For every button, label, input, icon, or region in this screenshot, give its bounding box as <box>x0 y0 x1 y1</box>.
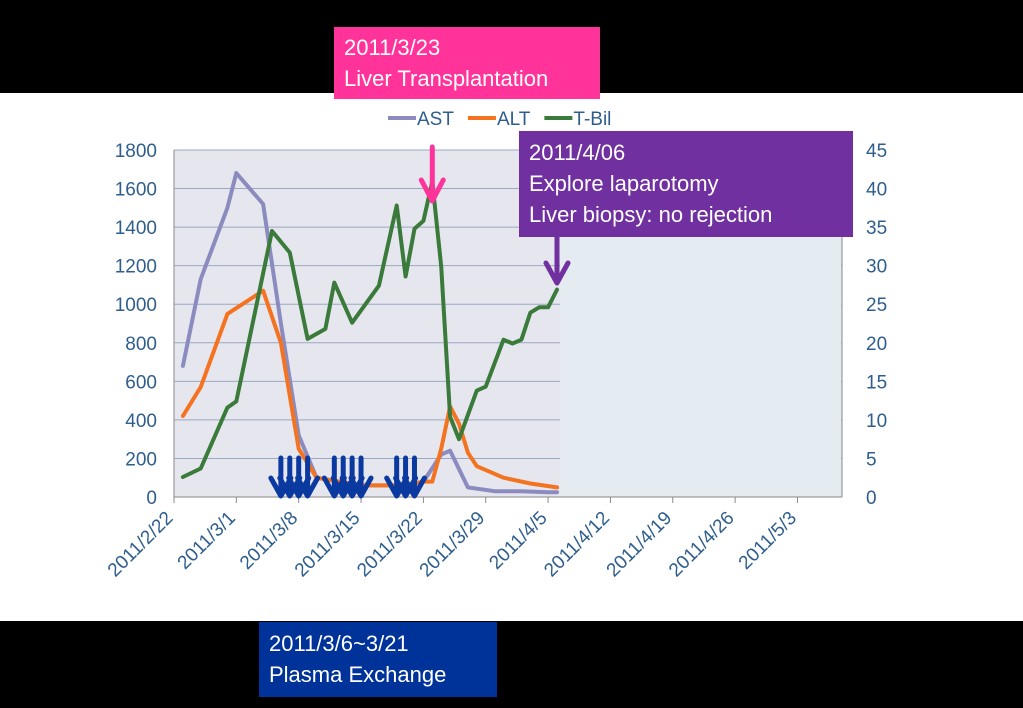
y-left-tick-label: 200 <box>125 449 157 470</box>
y-right-tick-label: 35 <box>866 218 887 239</box>
biopsy-date: 2011/4/06 <box>529 140 626 165</box>
y-right-tick-label: 25 <box>866 295 887 316</box>
y-left-tick-label: 600 <box>125 372 157 393</box>
y-right-tick-label: 30 <box>866 257 887 278</box>
y-right-tick-label: 45 <box>866 141 887 162</box>
plasma-exchange-arrow <box>295 455 321 499</box>
x-tick-label: 2011/4/12 <box>540 508 614 582</box>
plasma-exchange-dates: 2011/3/6~3/21 <box>269 631 409 656</box>
y-right-tick-label: 40 <box>866 180 887 201</box>
x-tick-label: 2011/3/15 <box>291 508 365 582</box>
x-tick-label: 2011/3/22 <box>353 508 427 582</box>
y-right-tick-label: 5 <box>866 449 877 470</box>
x-tick-label: 2011/3/29 <box>416 508 490 582</box>
y-left-tick-label: 1800 <box>115 141 157 162</box>
series-line-t-bil <box>180 179 559 479</box>
y-left-tick-label: 0 <box>146 488 157 509</box>
plasma-exchange-label: Plasma Exchange <box>269 662 447 687</box>
y-right-tick-label: 20 <box>866 334 887 355</box>
y-left-tick-label: 1000 <box>115 295 157 316</box>
y-right-tick-label: 15 <box>866 372 887 393</box>
legend-entry: AST <box>417 109 454 130</box>
plasma-exchange-callout: 2011/3/6~3/21 Plasma Exchange <box>259 622 497 697</box>
plasma-exchange-arrow <box>348 455 374 499</box>
legend-entry: T-Bil <box>573 109 611 130</box>
transplant-label: Liver Transplantation <box>344 66 549 91</box>
x-tick-label: 2011/2/22 <box>104 508 178 582</box>
plasma-exchange-arrow <box>401 455 427 499</box>
y-left-tick-label: 1400 <box>115 218 157 239</box>
y-left-tick-label: 400 <box>125 411 157 432</box>
biopsy-procedure: Explore laparotomy <box>529 171 719 196</box>
x-tick-label: 2011/3/1 <box>174 508 240 574</box>
y-left-tick-label: 800 <box>125 334 157 355</box>
line-chart: 0 0 200 5 400 10 600 15 800 20 1000 25 1200 30 1400 35 1… <box>104 109 887 582</box>
y-left-tick-label: 1600 <box>115 180 157 201</box>
biopsy-result: Liver biopsy: no rejection <box>529 202 773 227</box>
y-right-tick-label: 0 <box>866 488 877 509</box>
x-tick-label: 2011/5/3 <box>735 508 801 574</box>
x-tick-label: 2011/4/19 <box>603 508 677 582</box>
transplant-arrow <box>418 144 446 204</box>
legend-entry: ALT <box>497 109 531 130</box>
transplant-callout: 2011/3/23 Liver Transplantation <box>334 27 600 99</box>
y-left-tick-label: 1200 <box>115 257 157 278</box>
chart-panel: 0 0 200 5 400 10 600 15 800 20 1000 25 1200 30 1400 35 1… <box>0 93 1023 621</box>
transplant-date: 2011/3/23 <box>344 35 441 60</box>
biopsy-arrow <box>543 234 571 286</box>
biopsy-callout: 2011/4/06 Explore laparotomy Liver biops… <box>519 131 853 237</box>
y-right-tick-label: 10 <box>866 411 887 432</box>
x-tick-label: 2011/4/26 <box>665 508 739 582</box>
